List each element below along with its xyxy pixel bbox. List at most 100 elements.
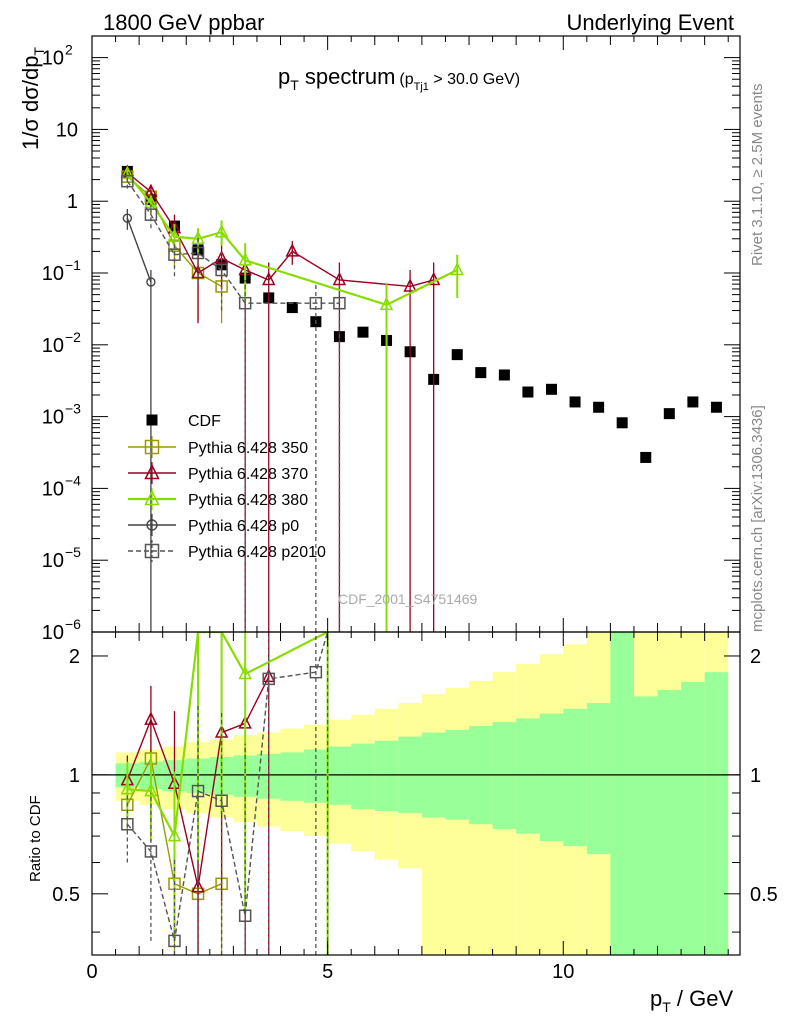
ratio-point	[215, 794, 228, 808]
data-point	[687, 396, 699, 408]
data-point	[522, 386, 534, 398]
x-tick-label: 5	[322, 961, 333, 983]
data-point	[616, 417, 628, 429]
ratio-series-line	[127, 632, 329, 840]
data-point	[238, 252, 252, 266]
rivet-label: Rivet 3.1.10, ≥ 2.5M events	[749, 84, 766, 267]
band-inner-bin	[610, 632, 634, 955]
legend-marker	[144, 439, 160, 455]
ratio-y-tick-label-right: 2	[750, 646, 761, 668]
ratio-y-tick-label-right: 0.5	[750, 884, 778, 906]
main-y-tick-label: 10	[42, 622, 64, 644]
band-inner-bin	[280, 752, 305, 801]
ratio-point	[144, 782, 158, 797]
main-y-tick-label: 10	[42, 263, 64, 285]
ratio-y-tick-label: 0.5	[52, 884, 80, 906]
main-y-tick-exponent: −5	[65, 544, 81, 560]
ratio-bands	[115, 632, 729, 955]
legend-marker	[144, 463, 160, 480]
main-y-tick-exponent: −6	[65, 616, 81, 632]
band-inner-bin	[704, 672, 729, 955]
series-pythia-6-428-380	[120, 165, 464, 632]
main-y-tick-label: 10	[42, 550, 64, 572]
legend-label: Pythia 6.428 380	[188, 492, 308, 509]
data-point	[332, 271, 347, 286]
ratio-point	[238, 909, 252, 922]
main-y-tick-label: 10	[56, 119, 78, 141]
main-ylabel-text: 1/σ dσ/dp	[18, 56, 43, 150]
main-y-tick-exponent: −3	[65, 401, 81, 417]
band-inner-bin	[539, 713, 564, 842]
main-frame	[91, 35, 741, 633]
ratio-point	[144, 845, 158, 858]
source-label: mcplots.cern.ch [arXiv:1306.3436]	[749, 405, 766, 632]
xlabel: pT / GeV	[650, 986, 733, 1015]
legend-entry: CDF	[146, 413, 221, 430]
main-plot	[120, 164, 722, 632]
title-cut-rest: > 30.0 GeV)	[429, 71, 520, 88]
band-inner-bin	[657, 690, 682, 955]
xlabel-text: p	[650, 986, 662, 1011]
main-y-tick-exponent: −1	[65, 257, 81, 273]
legend: CDF Pythia 6.428 350 Pythia 6.428 370 Pythi…	[128, 413, 326, 562]
main-y-tick-exponent: −4	[65, 472, 81, 488]
chart-title: pT spectrum (pTj1 > 30.0 GeV)	[278, 64, 520, 93]
ratio-ylabel: Ratio to CDF	[27, 795, 44, 882]
xlabel-rest: / GeV	[671, 986, 734, 1011]
ratio-point	[238, 665, 252, 680]
data-point	[214, 224, 229, 238]
data-point	[545, 383, 557, 395]
ratio-frame	[91, 631, 741, 956]
ratio-point	[167, 827, 182, 842]
legend-entry: Pythia 6.428 370	[128, 462, 308, 484]
data-point	[569, 396, 581, 408]
title-cut: (p	[399, 71, 413, 88]
data-point	[593, 401, 605, 413]
ratio-y-tick-label-right: 1	[750, 765, 761, 787]
data-point	[710, 401, 722, 413]
data-point	[357, 326, 369, 338]
ratio-series-group	[120, 632, 329, 955]
data-point	[214, 250, 229, 264]
series-line	[126, 180, 340, 304]
ratio-point	[144, 711, 158, 725]
band-inner-bin	[327, 746, 352, 805]
ratio-point	[121, 817, 134, 831]
ratio-series-line	[126, 632, 329, 942]
data-point	[191, 246, 205, 260]
legend-entry: Pythia 6.428 p2010	[128, 540, 326, 562]
data-point	[262, 271, 276, 286]
data-point	[475, 367, 487, 379]
x-tick-label: 0	[86, 961, 97, 983]
data-point	[333, 296, 346, 310]
ratio-point	[120, 781, 135, 795]
band-inner-bin	[633, 696, 658, 955]
series-pythia-6-428-p0	[122, 208, 156, 632]
main-y-tick-label: 10	[42, 407, 64, 429]
main-ylabel-sub: T	[31, 47, 47, 56]
band-inner-bin	[492, 722, 517, 829]
ratio-series-pythia-6-428-p2010	[121, 632, 329, 955]
band-inner-bin	[516, 718, 540, 834]
main-y-tick-label: 1	[67, 191, 78, 213]
data-point	[238, 296, 252, 310]
main-y-tick-exponent: −2	[65, 329, 81, 345]
watermark: CDF_2001_S4751469	[338, 591, 478, 607]
data-point	[191, 230, 205, 245]
data-point	[640, 451, 652, 463]
x-tick-label: 10	[552, 961, 574, 983]
data-point	[144, 194, 158, 209]
series-pythia-6-428-p2010	[121, 174, 346, 632]
legend-label: Pythia 6.428 p0	[188, 518, 299, 535]
title-main-rest: spectrum	[299, 64, 396, 89]
legend-label: Pythia 6.428 370	[188, 466, 308, 483]
main-y-tick-label: 10	[42, 335, 64, 357]
band-outer-bin	[445, 687, 470, 955]
legend-label: CDF	[188, 413, 221, 430]
title-main: p	[278, 64, 290, 89]
data-point	[191, 264, 205, 279]
data-point	[285, 243, 300, 257]
legend-marker	[144, 489, 160, 506]
